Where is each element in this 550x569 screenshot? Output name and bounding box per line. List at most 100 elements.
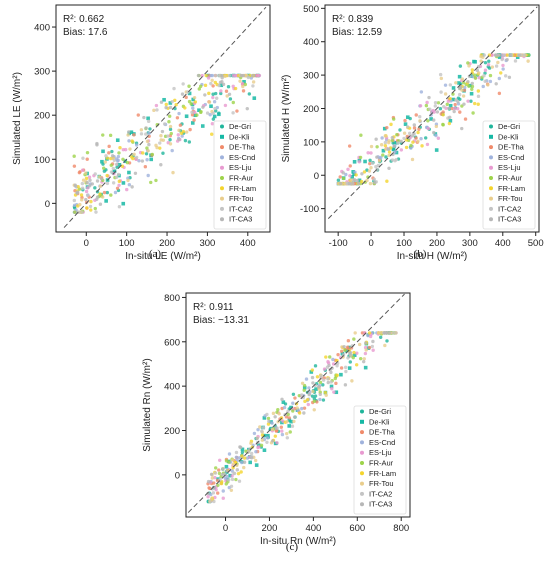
data-point xyxy=(160,129,165,134)
data-point xyxy=(339,181,343,186)
data-point xyxy=(164,102,168,107)
data-point xyxy=(496,53,501,57)
data-point xyxy=(80,186,85,190)
y-tick-label: 100 xyxy=(34,155,50,166)
data-point xyxy=(212,485,216,490)
data-point xyxy=(501,63,505,68)
data-point xyxy=(218,80,223,85)
data-point xyxy=(287,416,292,420)
data-point xyxy=(359,133,363,137)
data-point xyxy=(364,348,368,352)
data-point xyxy=(217,468,221,472)
data-point xyxy=(425,142,430,147)
data-point xyxy=(177,128,181,133)
data-point xyxy=(339,366,344,370)
data-point xyxy=(462,102,466,106)
data-point xyxy=(310,368,315,372)
data-point xyxy=(261,426,266,430)
data-point xyxy=(426,126,431,131)
data-point xyxy=(463,117,468,121)
data-point xyxy=(515,55,520,60)
y-tick-label: 200 xyxy=(303,104,319,115)
data-point xyxy=(224,464,229,469)
data-point xyxy=(454,98,458,102)
data-point xyxy=(112,158,117,163)
data-point xyxy=(412,126,417,130)
data-point xyxy=(354,173,358,177)
legend-label: FR-Tou xyxy=(369,479,394,488)
data-point xyxy=(229,484,234,489)
data-point xyxy=(204,73,208,78)
data-point xyxy=(470,68,475,72)
data-point xyxy=(109,170,114,174)
x-tick-label: 400 xyxy=(240,238,256,249)
data-point xyxy=(185,130,189,134)
data-point xyxy=(271,411,276,416)
data-point xyxy=(228,473,233,478)
data-point xyxy=(466,99,470,103)
legend-swatch xyxy=(489,176,493,180)
data-point xyxy=(215,96,219,100)
data-point xyxy=(225,469,229,473)
data-point xyxy=(346,356,350,360)
data-point xyxy=(383,140,388,145)
data-point xyxy=(368,181,373,186)
legend-swatch xyxy=(360,419,364,424)
data-point xyxy=(146,116,150,121)
data-point xyxy=(80,168,85,172)
legend-label: ES-Lju xyxy=(229,163,252,172)
data-point xyxy=(500,57,504,62)
data-point xyxy=(113,190,118,195)
data-point xyxy=(331,362,336,366)
axis-ticks: 0 100 200 300 400 0 100 200 300 400 xyxy=(34,23,256,249)
data-point xyxy=(168,124,173,129)
legend-swatch xyxy=(220,155,224,160)
data-point xyxy=(335,373,339,377)
data-point xyxy=(217,83,221,88)
data-point xyxy=(363,365,368,370)
legend-box xyxy=(353,405,407,515)
data-point xyxy=(409,143,413,148)
data-point xyxy=(513,59,518,63)
scatter-points xyxy=(206,331,398,504)
data-point xyxy=(85,193,90,198)
data-point xyxy=(126,133,130,137)
data-point xyxy=(348,360,352,364)
data-point xyxy=(262,448,267,452)
data-point xyxy=(208,113,212,117)
data-point xyxy=(85,181,89,185)
data-point xyxy=(276,407,280,412)
data-point xyxy=(419,90,424,94)
x-axis-label: In-situ H (W/m²) xyxy=(397,251,468,262)
data-point xyxy=(217,73,221,78)
r2-annotation: R²: 0.662 xyxy=(63,14,105,25)
data-point xyxy=(172,86,176,91)
data-point xyxy=(90,182,94,186)
data-point xyxy=(187,91,192,96)
data-point xyxy=(448,115,452,120)
data-point xyxy=(217,112,221,117)
data-point xyxy=(240,454,244,458)
data-point xyxy=(458,97,462,101)
data-point xyxy=(149,157,154,162)
data-point xyxy=(434,148,439,152)
y-tick-label: 300 xyxy=(34,67,50,78)
data-point xyxy=(390,158,395,162)
data-point xyxy=(391,147,396,152)
data-point xyxy=(180,134,184,138)
data-point xyxy=(216,483,220,487)
data-point xyxy=(230,474,234,478)
data-point xyxy=(445,102,449,107)
data-point xyxy=(197,87,202,91)
data-point xyxy=(214,73,218,78)
data-point xyxy=(427,95,431,100)
data-point xyxy=(344,369,348,374)
data-point xyxy=(453,102,457,107)
data-point xyxy=(104,154,108,158)
data-point xyxy=(418,115,422,119)
data-point xyxy=(360,172,364,176)
data-point xyxy=(142,115,146,120)
data-point xyxy=(136,113,140,117)
data-point xyxy=(193,110,197,115)
data-point xyxy=(239,470,243,474)
